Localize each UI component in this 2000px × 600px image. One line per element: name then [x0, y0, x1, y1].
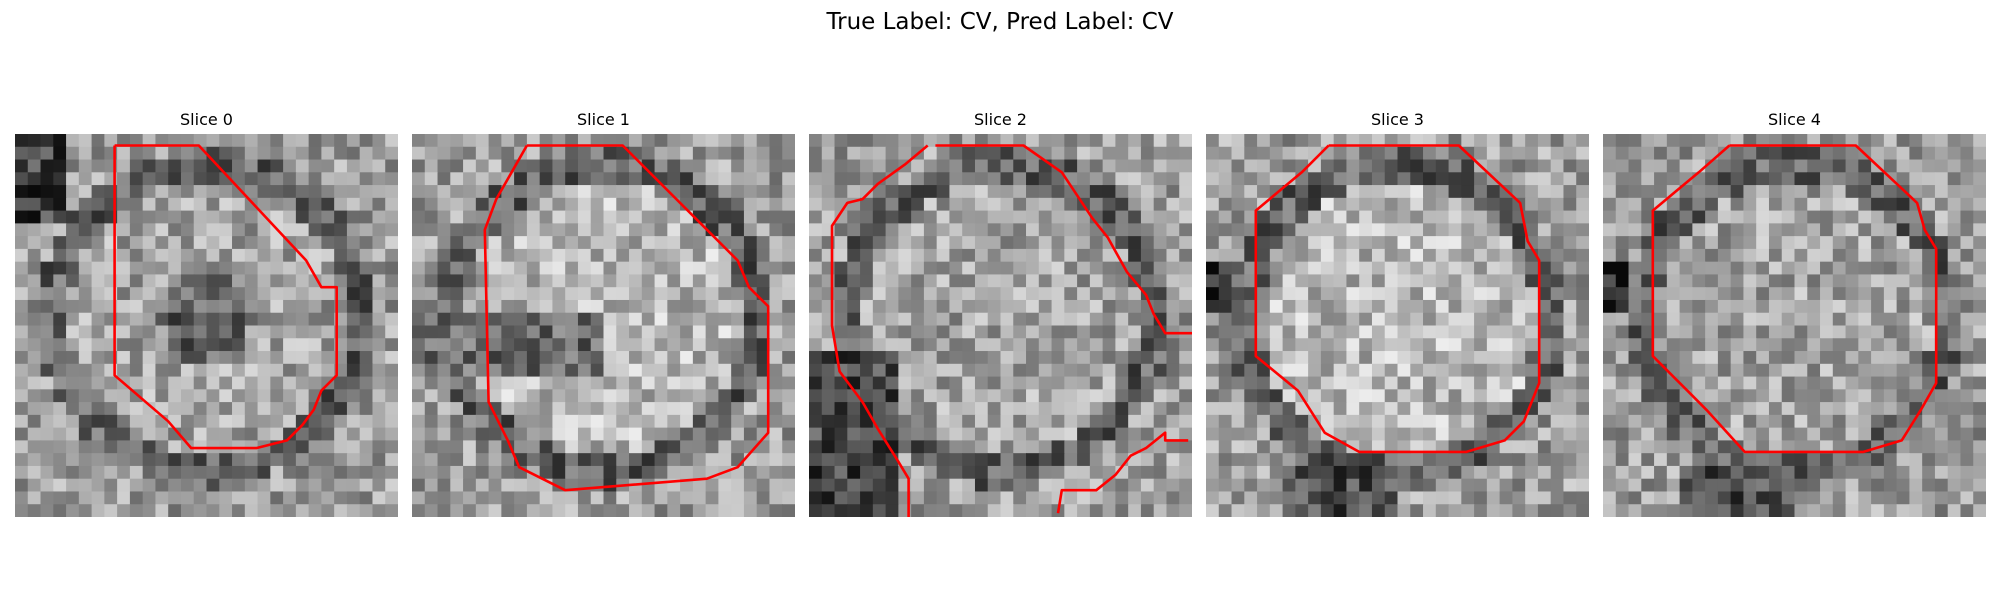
- slice-image-3: [1206, 134, 1589, 517]
- slice-title: Slice 2: [974, 110, 1027, 129]
- segmentation-contour: [935, 144, 1192, 335]
- slice-panel-3: Slice 3: [1206, 110, 1589, 518]
- pixel-grid: [1603, 134, 1986, 517]
- pixel-grid: [1206, 134, 1589, 517]
- segmentation-contour: [1651, 144, 1938, 454]
- segmentation-contour: [830, 144, 929, 517]
- pixel-grid: [15, 134, 398, 517]
- pixel-grid: [412, 134, 795, 517]
- slice-image-2: [809, 134, 1192, 517]
- segmentation-contour: [1254, 144, 1541, 454]
- segmentation-contour: [113, 144, 339, 450]
- pixel-grid: [809, 134, 1192, 517]
- slice-title: Slice 4: [1768, 110, 1821, 129]
- segmentation-contour: [483, 144, 770, 492]
- slice-image-1: [412, 134, 795, 517]
- slice-panel-0: Slice 0: [15, 110, 398, 518]
- figure-title: True Label: CV, Pred Label: CV: [826, 9, 1174, 35]
- slice-title: Slice 0: [180, 110, 233, 129]
- segmentation-contour: [1056, 431, 1189, 514]
- slice-title: Slice 3: [1371, 110, 1424, 129]
- slice-image-0: [15, 134, 398, 517]
- slice-image-4: [1603, 134, 1986, 517]
- slice-title: Slice 1: [577, 110, 630, 129]
- slice-panel-1: Slice 1: [412, 110, 795, 518]
- slice-panel-4: Slice 4: [1603, 110, 1986, 518]
- slice-panel-2: Slice 2: [809, 110, 1192, 518]
